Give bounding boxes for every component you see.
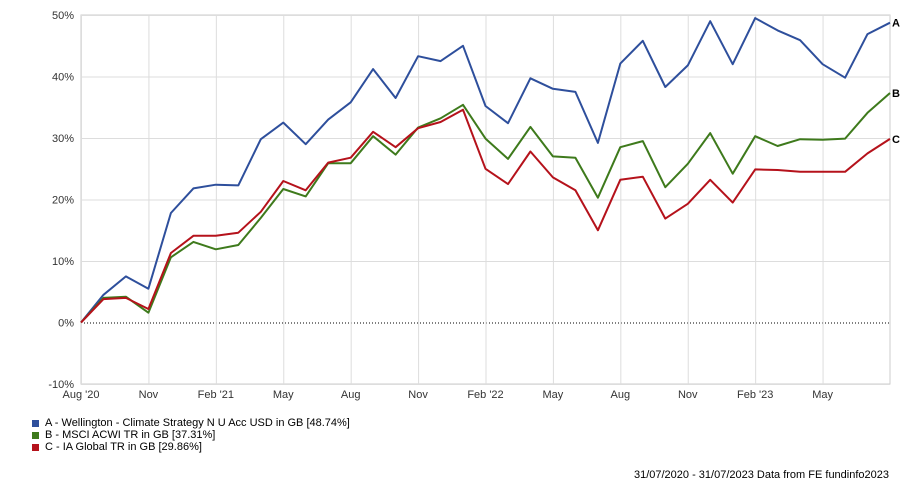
footer-note: 31/07/2020 - 31/07/2023 Data from FE fun… — [634, 469, 889, 481]
legend-label-c: C - IA Global TR in GB [29.86%] — [45, 441, 202, 453]
legend: A - Wellington - Climate Strategy N U Ac… — [32, 417, 350, 453]
footer-date-range: 31/07/2020 - 31/07/2023 — [633, 469, 754, 481]
footer-source: Data from FE fundinfo2023 — [756, 469, 889, 481]
series-line-c — [80, 108, 891, 324]
x-tick-label: Feb '23 — [737, 389, 773, 401]
x-tick-label: Nov — [678, 389, 698, 401]
series-line-a — [80, 17, 891, 324]
legend-item-b: B - MSCI ACWI TR in GB [37.31%] — [32, 429, 350, 441]
x-tick-label: Aug — [341, 389, 361, 401]
legend-label-a: A - Wellington - Climate Strategy N U Ac… — [45, 417, 350, 429]
legend-swatch-c — [32, 443, 39, 451]
chart: -10% 0% 10% 20% 30% 40% 50% Aug '20 Nov Feb '21 M… — [48, 10, 900, 401]
series-end-label-c: C — [892, 134, 900, 146]
legend-item-c: C - IA Global TR in GB [29.86%] — [32, 441, 350, 453]
legend-swatch-a — [32, 419, 39, 427]
series-lines — [80, 17, 891, 324]
y-axis-tick-labels: -10% 0% 10% 20% 30% 40% 50% — [48, 10, 74, 391]
gridlines — [80, 14, 891, 385]
x-tick-label: Feb '21 — [198, 389, 234, 401]
legend-item-a: A - Wellington - Climate Strategy N U Ac… — [32, 417, 350, 429]
x-tick-label: Aug '20 — [63, 389, 100, 401]
series-end-label-a: A — [892, 18, 900, 30]
legend-swatch-b — [32, 431, 39, 439]
x-tick-label: Nov — [408, 389, 428, 401]
y-tick-label: 0% — [58, 318, 74, 330]
x-tick-label: May — [273, 389, 294, 401]
y-tick-label: 40% — [52, 72, 74, 84]
x-tick-label: May — [812, 389, 833, 401]
x-tick-label: Aug — [611, 389, 631, 401]
y-tick-label: 50% — [52, 10, 74, 22]
y-tick-label: 20% — [52, 195, 74, 207]
series-line-b — [80, 92, 891, 324]
x-axis-tick-labels: Aug '20 Nov Feb '21 May Aug Nov Feb '22 May Aug N… — [63, 389, 834, 401]
x-tick-label: May — [543, 389, 564, 401]
x-tick-label: Nov — [139, 389, 159, 401]
legend-label-b: B - MSCI ACWI TR in GB [37.31%] — [45, 429, 216, 441]
series-end-label-b: B — [892, 88, 900, 100]
y-tick-label: 30% — [52, 133, 74, 145]
x-tick-label: Feb '22 — [467, 389, 503, 401]
y-tick-label: -10% — [48, 379, 74, 391]
y-tick-label: 10% — [52, 256, 74, 268]
series-end-labels: A B C — [892, 18, 900, 146]
